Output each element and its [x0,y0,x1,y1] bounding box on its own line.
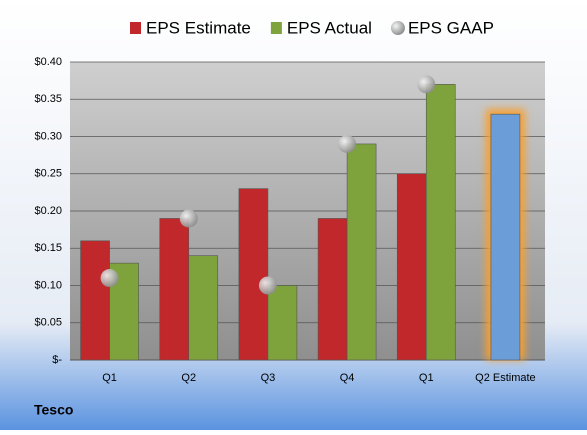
bar [396,173,427,361]
bar [317,218,348,361]
y-tick-label: $0.15 [34,242,62,254]
bar [80,240,110,361]
y-tick-label: $0.40 [34,56,62,68]
x-tick-label: Q1 [102,372,117,384]
gaap-marker [338,134,357,153]
y-tick-label: $0.35 [34,93,62,105]
y-tick-label: $0.20 [34,205,62,217]
bar [346,143,377,361]
bar [159,218,190,361]
bar [490,113,521,361]
gaap-marker [417,75,436,94]
legend-marker [270,22,282,34]
x-tick-label: Q1 [419,372,434,384]
legend-label: EPS Actual [287,18,372,37]
legend-marker [390,21,405,35]
bar [238,188,269,361]
x-tick-label: Q3 [261,372,276,384]
x-tick-label: Q4 [340,372,355,384]
gaap-marker [100,269,119,288]
legend-label: EPS GAAP [408,18,494,37]
legend-marker [130,22,141,34]
bar [267,285,298,361]
legend-label: EPS Estimate [146,18,251,37]
y-tick-label: $0.25 [34,168,62,180]
gaap-marker [179,209,198,228]
y-tick-label: $0.10 [34,279,62,291]
bar [188,255,219,361]
y-tick-label: $0.30 [34,130,62,142]
x-tick-label: Q2 [181,372,196,384]
y-tick-label: $- [52,354,62,366]
chart-title: Tesco [34,402,73,418]
y-tick-label: $0.05 [34,317,62,329]
x-tick-label: Q2 Estimate [475,372,536,384]
gaap-marker [258,276,277,295]
bar [425,84,456,361]
